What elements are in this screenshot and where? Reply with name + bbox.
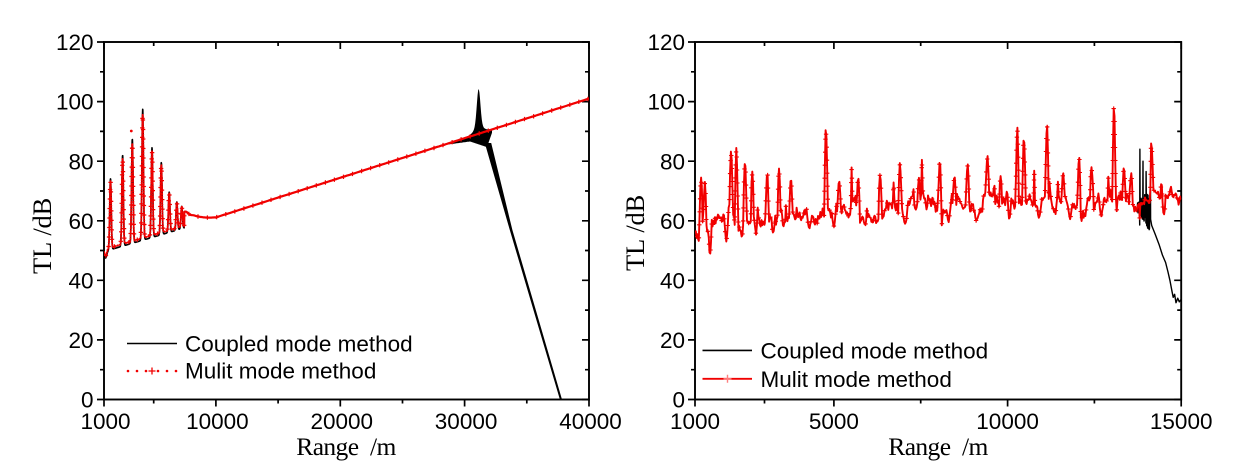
svg-text:TL /dB: TL /dB [620, 195, 650, 271]
svg-text:0: 0 [81, 388, 94, 413]
svg-text:40000: 40000 [559, 409, 622, 434]
svg-text:80: 80 [660, 149, 685, 174]
svg-text:Mulit mode method: Mulit mode method [761, 367, 952, 392]
svg-text:TL /dB: TL /dB [27, 198, 57, 274]
svg-text:120: 120 [647, 30, 685, 55]
svg-text:Coupled mode method: Coupled mode method [761, 338, 989, 363]
svg-text:120: 120 [56, 30, 94, 55]
svg-text:5000: 5000 [809, 409, 859, 434]
svg-text:1000: 1000 [670, 409, 720, 434]
svg-text:Range /m: Range /m [296, 432, 396, 461]
svg-text:1000: 1000 [80, 409, 130, 434]
svg-text:60: 60 [660, 209, 685, 234]
svg-text:0: 0 [672, 388, 685, 413]
svg-text:Range /m: Range /m [888, 432, 988, 461]
svg-text:15000: 15000 [1150, 409, 1213, 434]
svg-text:20000: 20000 [311, 409, 374, 434]
svg-text:100: 100 [56, 90, 94, 115]
svg-text:10000: 10000 [186, 409, 249, 434]
svg-text:40: 40 [68, 268, 93, 293]
svg-text:20: 20 [660, 328, 685, 353]
svg-text:10000: 10000 [976, 409, 1039, 434]
svg-text:40: 40 [660, 268, 685, 293]
svg-text:Coupled mode method: Coupled mode method [185, 332, 413, 357]
svg-text:20: 20 [68, 328, 93, 353]
svg-text:30000: 30000 [435, 409, 498, 434]
svg-text:80: 80 [68, 149, 93, 174]
svg-text:60: 60 [68, 209, 93, 234]
svg-text:100: 100 [647, 90, 685, 115]
svg-text:Mulit mode method: Mulit mode method [185, 359, 376, 384]
